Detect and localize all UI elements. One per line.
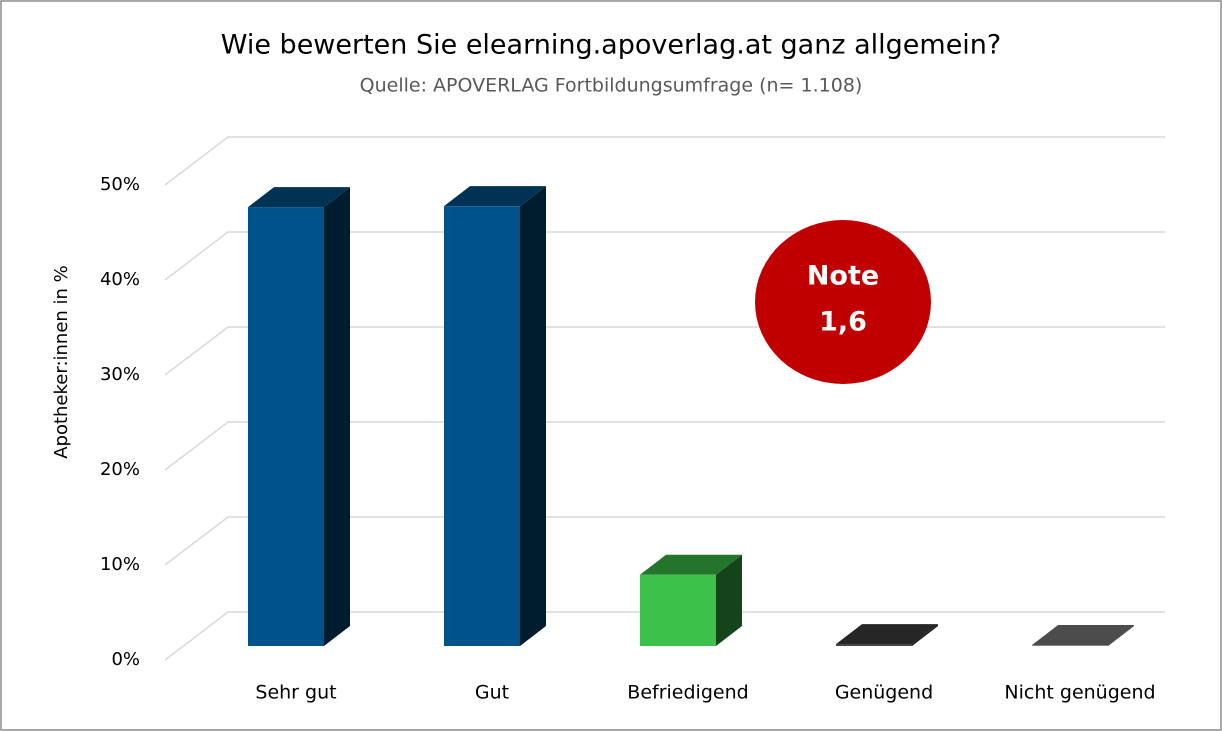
x-tick-label: Befriedigend bbox=[627, 682, 748, 704]
y-tick-label: 40% bbox=[100, 269, 140, 290]
x-tick-label: Nicht genügend bbox=[1004, 682, 1155, 704]
y-tick-label: 20% bbox=[100, 459, 140, 480]
bar-side bbox=[324, 187, 350, 646]
annotation-text: 1,6 bbox=[819, 307, 867, 338]
bar-side bbox=[520, 186, 546, 646]
grid-line bbox=[164, 516, 1165, 566]
bar bbox=[836, 644, 912, 646]
bar bbox=[640, 574, 716, 646]
bar bbox=[1032, 645, 1108, 646]
y-axis-label: Apotheker:innen in % bbox=[51, 265, 72, 459]
bar-top bbox=[1032, 625, 1134, 646]
annotation-text: Note bbox=[807, 261, 879, 292]
bar-top bbox=[640, 554, 742, 575]
bar-side bbox=[912, 624, 938, 646]
bar-top bbox=[836, 624, 938, 645]
bar bbox=[248, 207, 324, 646]
y-tick-label: 0% bbox=[111, 649, 140, 670]
bar-side bbox=[716, 554, 742, 646]
bar-top bbox=[248, 187, 350, 208]
grid-line bbox=[164, 611, 1165, 661]
bar-top bbox=[444, 186, 546, 207]
x-tick-label: Gut bbox=[475, 682, 509, 704]
grid-line bbox=[164, 136, 1165, 186]
y-tick-label: 10% bbox=[100, 554, 140, 575]
bar-side bbox=[1108, 625, 1134, 646]
chart-title: Wie bewerten Sie elearning.apoverlag.at … bbox=[221, 30, 1002, 61]
x-tick-label: Sehr gut bbox=[255, 682, 336, 704]
annotation-circle bbox=[755, 220, 931, 384]
x-tick-label: Genügend bbox=[835, 682, 933, 704]
y-tick-label: 50% bbox=[100, 174, 140, 195]
y-tick-label: 30% bbox=[100, 364, 140, 385]
bar bbox=[444, 206, 520, 646]
grid-line bbox=[164, 421, 1165, 471]
chart-subtitle: Quelle: APOVERLAG Fortbildungsumfrage (n… bbox=[360, 75, 863, 97]
